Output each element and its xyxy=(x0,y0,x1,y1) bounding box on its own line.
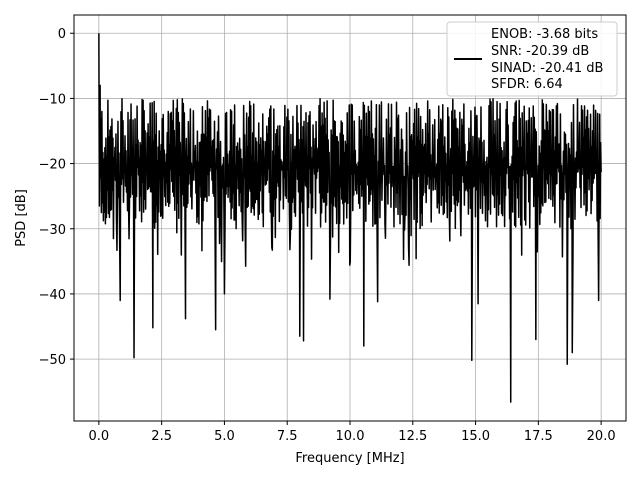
y-tick-label: 0 xyxy=(58,27,66,42)
x-tick-label: 5.0 xyxy=(214,429,235,444)
y-tick-label: −20 xyxy=(39,158,66,173)
psd-series-line xyxy=(98,33,602,403)
y-tick-label: −40 xyxy=(39,288,66,303)
x-tick-label: 10.0 xyxy=(336,429,365,444)
legend-entry-sfdr: SFDR: 6.64 xyxy=(491,77,563,92)
x-axis-label: Frequency [MHz] xyxy=(295,451,404,466)
y-tick-label: −30 xyxy=(39,223,66,238)
legend: ENOB: -3.68 bits SNR: -20.39 dB SINAD: -… xyxy=(446,21,618,97)
x-tick-label: 17.5 xyxy=(524,429,553,444)
x-tick-label: 12.5 xyxy=(398,429,427,444)
x-tick-label: 0.0 xyxy=(89,429,110,444)
legend-box xyxy=(446,21,618,97)
x-axis: 0.0 2.5 5.0 7.5 10.0 12.5 15.0 17.5 20.0 xyxy=(89,421,616,444)
y-tick-label: −50 xyxy=(39,353,66,368)
x-tick-label: 7.5 xyxy=(277,429,298,444)
y-tick-label: −10 xyxy=(39,92,66,107)
x-tick-label: 20.0 xyxy=(587,429,616,444)
legend-entry-enob: ENOB: -3.68 bits xyxy=(491,27,598,42)
plot-area xyxy=(98,33,602,403)
x-tick-label: 15.0 xyxy=(461,429,490,444)
y-axis: 0 −10 −20 −30 −40 −50 xyxy=(39,27,74,368)
y-axis-label: PSD [dB] xyxy=(14,189,29,247)
legend-entry-sinad: SINAD: -20.41 dB xyxy=(491,61,603,76)
legend-entry-snr: SNR: -20.39 dB xyxy=(491,44,589,59)
x-tick-label: 2.5 xyxy=(151,429,172,444)
